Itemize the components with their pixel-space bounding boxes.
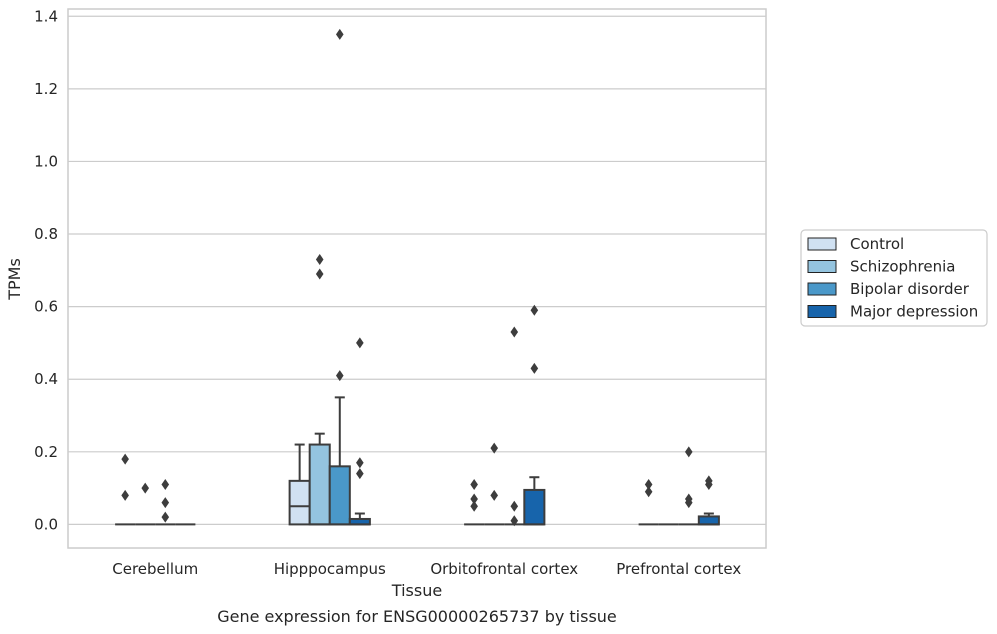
outlier-point — [161, 497, 170, 509]
legend-label: Major depression — [850, 303, 978, 321]
outlier-point — [510, 515, 519, 527]
outlier-point — [315, 268, 324, 280]
grid-lines — [68, 15, 766, 526]
legend-label: Schizophrenia — [850, 258, 955, 276]
x-tick-labels: Cerebellum Hipppocampus Orbitofrontal cort… — [112, 560, 741, 578]
legend-swatch — [807, 305, 837, 318]
box-2-3 — [523, 476, 546, 526]
y-tick-label: 0.0 — [34, 515, 58, 533]
outlier-point — [335, 28, 344, 40]
outlier-point — [684, 497, 693, 509]
outlier-point — [356, 468, 364, 480]
outlier-point — [490, 442, 499, 454]
outlier-point — [335, 370, 344, 382]
x-tick-label: Cerebellum — [112, 560, 198, 578]
outlier-point — [470, 500, 478, 512]
legend-swatch — [807, 237, 837, 251]
outlier-point — [141, 482, 150, 494]
y-tick-label: 1.0 — [34, 152, 58, 170]
box-body — [697, 515, 720, 526]
box-body — [288, 479, 311, 526]
y-tick-label: 0.2 — [34, 443, 58, 461]
box-1-0 — [288, 443, 311, 526]
outlier-point — [705, 478, 713, 490]
box-1-1 — [308, 432, 331, 526]
outlier-point — [356, 337, 364, 349]
outlier-point — [684, 446, 693, 458]
box-1-2 — [328, 396, 351, 526]
outlier-point — [161, 511, 170, 523]
outlier-point — [470, 493, 478, 505]
y-tick-label: 0.4 — [34, 370, 58, 388]
x-tick-label: Prefrontal cortex — [616, 560, 741, 578]
outlier-point — [530, 304, 539, 316]
box-body — [523, 488, 546, 526]
outlier-point — [470, 478, 478, 490]
legend-label: Bipolar disorder — [850, 280, 970, 298]
box-1-3 — [348, 512, 371, 526]
y-tick-label: 1.2 — [34, 80, 58, 98]
legend-frame — [800, 229, 988, 327]
outlier-point — [644, 486, 653, 498]
outlier-point — [315, 253, 324, 265]
outlier-point — [121, 489, 129, 501]
box-plots — [115, 396, 720, 526]
box-body — [308, 443, 331, 526]
y-tick-label: 1.4 — [34, 7, 58, 25]
legend-swatch — [807, 260, 837, 273]
y-tick-label: 0.6 — [34, 298, 58, 316]
y-tick-labels: 0.0 0.2 0.4 0.6 0.8 1.0 1.2 1.4 — [34, 7, 58, 533]
outlier-point — [161, 478, 170, 490]
box-body — [328, 465, 351, 526]
legend-swatch — [807, 282, 837, 296]
outlier-point — [530, 362, 539, 374]
y-axis-label: TPMs — [5, 258, 24, 301]
chart-caption: Gene expression for ENSG00000265737 by t… — [217, 607, 617, 626]
outlier-point — [510, 500, 519, 512]
outlier-point — [644, 478, 653, 490]
outlier-point — [121, 453, 129, 465]
plot-frame — [67, 8, 767, 549]
outlier-points — [121, 28, 713, 527]
legend: Control Schizophrenia Bipolar disorder Majo… — [800, 229, 988, 327]
x-tick-label: Hipppocampus — [274, 560, 386, 578]
x-tick-label: Orbitofrontal cortex — [430, 560, 578, 578]
x-axis-label: Tissue — [391, 581, 442, 600]
outlier-point — [490, 489, 499, 501]
outlier-point — [356, 457, 364, 469]
y-tick-label: 0.8 — [34, 225, 58, 243]
legend-label: Control — [850, 235, 904, 253]
outlier-point — [510, 326, 519, 338]
box-3-3 — [697, 512, 720, 526]
